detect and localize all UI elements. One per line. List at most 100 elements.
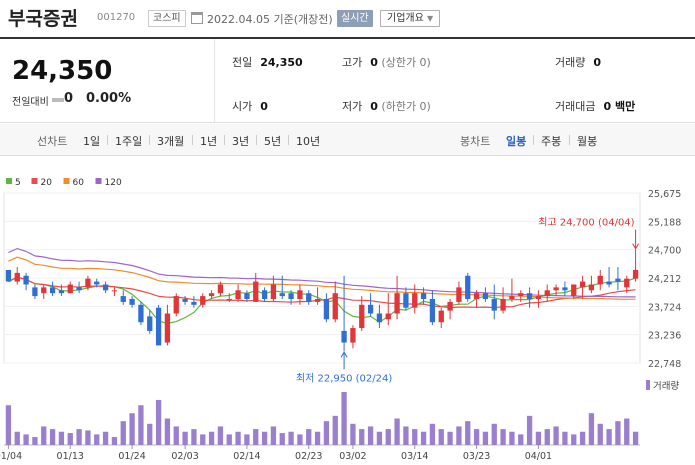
y-tick-label: 23,236 <box>648 331 681 342</box>
candle-body <box>509 296 515 299</box>
period-1d[interactable]: 1일 <box>83 135 101 148</box>
volume-bar <box>394 418 400 445</box>
candle-body <box>279 293 285 297</box>
period-monthly[interactable]: 월봉 <box>577 135 598 148</box>
volume-bar <box>332 415 338 445</box>
candle-body <box>182 298 188 302</box>
y-tick-label: 25,188 <box>648 217 681 228</box>
candle-body <box>14 272 20 282</box>
volume-bar <box>571 434 577 445</box>
y-tick-label: 24,700 <box>648 246 681 257</box>
candle-body <box>23 275 29 285</box>
x-tick-label: 04/01 <box>525 451 552 462</box>
candle-body <box>535 296 542 299</box>
low-annotation: 최저 22,950 (02/24) <box>296 372 392 384</box>
period-daily[interactable]: 일봉 <box>506 135 527 148</box>
volume-bar <box>588 413 595 445</box>
chart-period-bar: 선차트 1일 1주일 3개월 1년 3년 5년 10년 봉차트 일봉 주봉 월봉 <box>0 124 695 156</box>
candle-body <box>394 293 400 314</box>
change-value: 0 <box>64 91 74 106</box>
x-tick-label: 01/04 <box>0 451 22 462</box>
volume-bar <box>624 418 630 445</box>
volume-bar <box>376 431 383 445</box>
x-tick-label: 01/24 <box>118 451 145 462</box>
company-overview-button[interactable]: 기업개요 ▼ <box>380 10 441 27</box>
stock-header: 부국증권 001270 코스피 2022.04.05 기준(개장전) 실시간 기… <box>0 0 695 36</box>
candle-body <box>579 281 586 288</box>
legend-swatch-120 <box>95 178 102 184</box>
period-1w[interactable]: 1주일 <box>115 135 143 148</box>
candle-body <box>367 304 374 314</box>
volume-bar <box>632 431 639 445</box>
volume-bar <box>420 431 427 445</box>
volume-bar <box>615 421 621 445</box>
candle-body <box>314 298 321 302</box>
volume-bar <box>518 434 524 445</box>
volume-bar <box>562 431 568 445</box>
candle-body <box>217 284 224 294</box>
legend-label-5: 5 <box>15 178 21 188</box>
volume-bar <box>208 431 215 445</box>
legend-label-20: 20 <box>41 178 53 188</box>
candle-body <box>253 281 259 302</box>
period-3y[interactable]: 3년 <box>232 135 250 148</box>
volume-bar <box>23 434 29 445</box>
candle-body <box>261 290 268 299</box>
candle-body <box>32 287 38 297</box>
volume-bar <box>270 426 277 445</box>
stat-high: 고가 0 (상한가 0) <box>342 56 431 69</box>
candle-body <box>49 287 56 294</box>
price-chart[interactable]: 5 20 60 120 25,675 25,188 24,700 24,212 23,724 23… <box>0 170 695 465</box>
stat-low: 저가 0 (하한가 0) <box>342 100 431 113</box>
candle-body <box>403 293 409 308</box>
stat-prev-close: 전일 24,350 <box>232 56 303 69</box>
candle-body <box>85 278 91 288</box>
stat-volume: 거래량 0 <box>555 56 602 69</box>
volume-bar <box>447 431 453 445</box>
volume-bar <box>235 431 241 445</box>
candle-body <box>341 330 347 343</box>
volume-bar <box>147 423 153 445</box>
x-tick-label: 02/23 <box>295 451 322 462</box>
volume-bar <box>164 418 171 445</box>
candle-body <box>102 284 109 291</box>
candle-body <box>447 301 453 311</box>
candle-body <box>624 278 630 288</box>
candle-chart-label: 봉차트 <box>460 135 491 148</box>
candle-body <box>155 307 162 346</box>
x-tick-label: 02/03 <box>171 451 198 462</box>
volume-bar <box>606 429 612 445</box>
period-10y[interactable]: 10년 <box>296 135 321 148</box>
candle-body <box>120 296 126 302</box>
candle-body <box>288 293 294 299</box>
candle-body <box>5 269 12 282</box>
volume-bar <box>120 421 126 445</box>
volume-bar <box>465 421 471 445</box>
y-tick-label: 22,748 <box>648 359 681 370</box>
stat-trade-amount: 거래대금 0 백만 <box>555 100 636 113</box>
volume-bar <box>217 426 224 445</box>
candle-body <box>94 281 100 285</box>
candle-body <box>191 301 197 305</box>
period-weekly[interactable]: 주봉 <box>541 135 562 148</box>
period-1y[interactable]: 1년 <box>200 135 218 148</box>
ma-line-20 <box>8 276 636 309</box>
volume-bar <box>509 431 515 445</box>
volume-bar <box>579 431 586 445</box>
period-3m[interactable]: 3개월 <box>157 135 185 148</box>
candle-body <box>226 298 232 300</box>
volume-bar <box>288 431 294 445</box>
volume-bar <box>412 429 418 445</box>
candle-body <box>41 287 47 294</box>
volume-bar <box>385 429 391 445</box>
candle-body <box>571 284 577 297</box>
volume-bar <box>456 426 462 445</box>
candle-body <box>306 293 312 302</box>
candle-body <box>526 293 533 299</box>
candle-body <box>173 296 179 314</box>
legend-swatch-5 <box>6 178 12 184</box>
low-arrow-head <box>340 351 348 358</box>
candle-body <box>491 298 497 311</box>
realtime-button[interactable]: 실시간 <box>337 10 373 27</box>
period-5y[interactable]: 5년 <box>264 135 282 148</box>
